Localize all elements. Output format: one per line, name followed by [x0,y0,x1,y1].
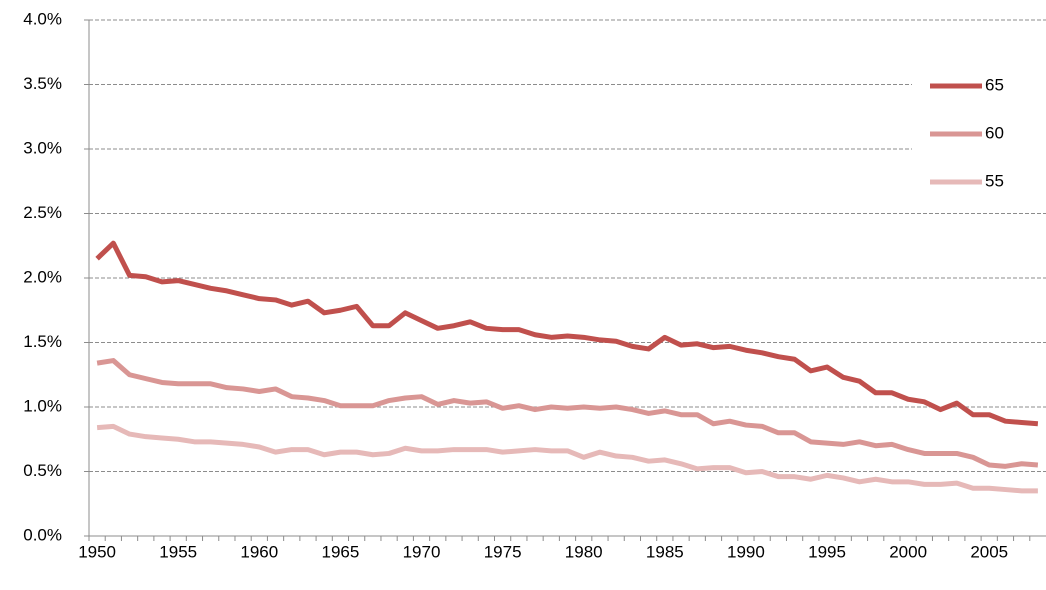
y-tick-label: 1.0% [23,396,62,415]
y-tick-label: 3.5% [23,74,62,93]
series-line [96,423,1038,494]
y-tick-label: 1.5% [23,332,62,351]
y-tick-label: 0.0% [23,525,62,544]
x-tick-label: 1960 [240,542,278,561]
y-tick-label: 3.0% [23,138,62,157]
x-tick-label: 1970 [403,542,441,561]
y-tick-label: 2.5% [23,203,62,222]
y-tick-label: 0.5% [23,461,62,480]
x-tick-label: 1955 [159,542,197,561]
series-line [96,358,1039,469]
legend-label: 55 [985,171,1004,190]
x-tick-label: 1950 [78,542,116,561]
x-tick-label: 1975 [484,542,522,561]
x-tick-label: 2000 [889,542,927,561]
legend-label: 65 [985,75,1004,94]
x-tick-label: 1980 [565,542,603,561]
x-tick-label: 1985 [646,542,684,561]
x-tick-label: 1995 [808,542,846,561]
x-tick-label: 1990 [727,542,765,561]
y-tick-label: 4.0% [23,9,62,28]
x-tick-label: 1965 [322,542,360,561]
series-line [95,240,1039,427]
y-tick-label: 2.0% [23,267,62,286]
legend-label: 60 [985,123,1004,142]
x-tick-label: 2005 [970,542,1008,561]
